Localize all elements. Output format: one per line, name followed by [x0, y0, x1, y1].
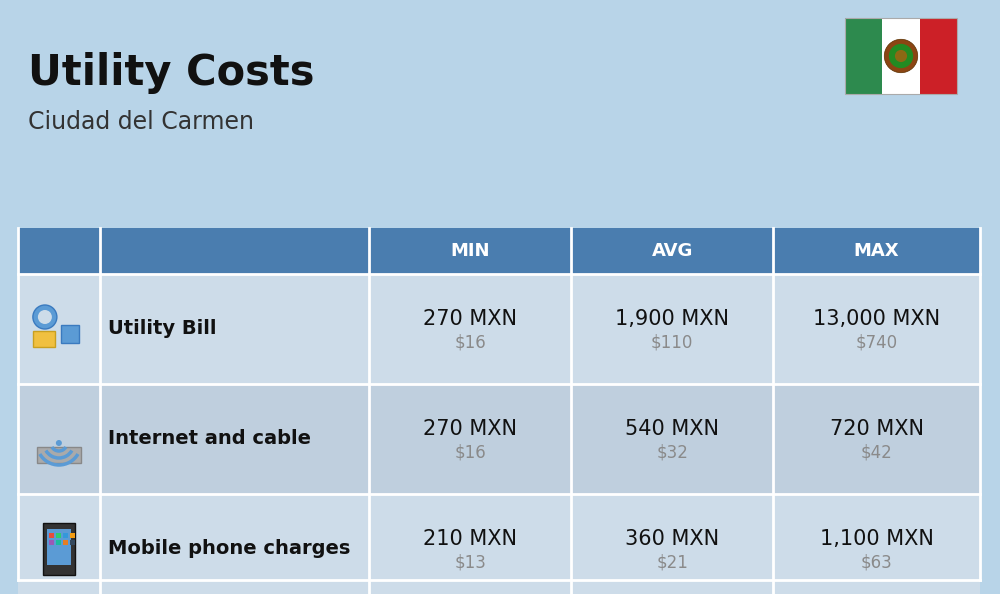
Text: $16: $16 [454, 444, 486, 462]
Bar [56, 533, 61, 538]
Circle shape [33, 305, 57, 329]
Text: $13: $13 [454, 554, 486, 572]
Text: 210 MXN: 210 MXN [423, 529, 517, 549]
Text: Internet and cable: Internet and cable [108, 429, 311, 448]
Bar [56, 540, 61, 545]
Text: $32: $32 [656, 444, 688, 462]
Bar [70, 540, 75, 545]
Circle shape [889, 44, 913, 68]
Text: $63: $63 [861, 554, 892, 572]
Text: 540 MXN: 540 MXN [625, 419, 719, 439]
Text: 13,000 MXN: 13,000 MXN [813, 309, 940, 329]
Bar [845, 18, 957, 94]
Circle shape [56, 440, 62, 446]
Bar [61, 325, 79, 343]
Bar [63, 533, 68, 538]
Bar [18, 494, 980, 594]
Text: Utility Bill: Utility Bill [108, 320, 216, 339]
Text: $16: $16 [454, 334, 486, 352]
Bar [70, 533, 75, 538]
Text: $740: $740 [856, 334, 898, 352]
Text: AVG: AVG [651, 242, 693, 260]
Text: Utility Costs: Utility Costs [28, 52, 314, 94]
Bar [49, 533, 54, 538]
Text: Ciudad del Carmen: Ciudad del Carmen [28, 110, 254, 134]
Circle shape [884, 39, 918, 72]
Bar [47, 529, 71, 565]
Text: 270 MXN: 270 MXN [423, 309, 517, 329]
Text: $21: $21 [656, 554, 688, 572]
Bar [18, 384, 980, 494]
Bar [920, 18, 957, 94]
Bar [845, 18, 882, 94]
Text: 270 MXN: 270 MXN [423, 419, 517, 439]
Bar [18, 274, 980, 384]
Text: 360 MXN: 360 MXN [625, 529, 719, 549]
Text: 720 MXN: 720 MXN [830, 419, 924, 439]
Text: MAX: MAX [854, 242, 899, 260]
Text: $110: $110 [651, 334, 693, 352]
Bar [63, 540, 68, 545]
Bar [49, 540, 54, 545]
Bar [882, 18, 920, 94]
Circle shape [38, 310, 52, 324]
Text: Mobile phone charges: Mobile phone charges [108, 539, 350, 558]
Bar [37, 447, 81, 463]
Bar [33, 331, 55, 347]
Text: $42: $42 [861, 444, 892, 462]
Text: 1,900 MXN: 1,900 MXN [615, 309, 729, 329]
Bar [43, 523, 75, 575]
Text: 1,100 MXN: 1,100 MXN [820, 529, 934, 549]
Bar [18, 228, 980, 274]
Circle shape [895, 50, 907, 62]
Text: MIN: MIN [450, 242, 490, 260]
